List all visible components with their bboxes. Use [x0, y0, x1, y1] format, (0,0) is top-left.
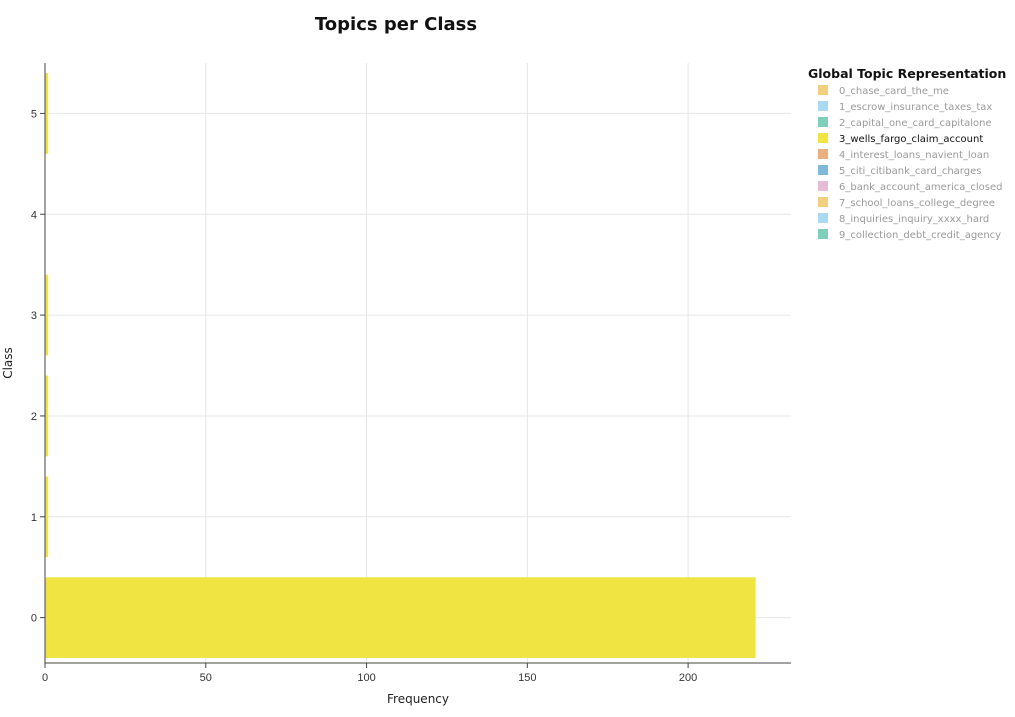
y-tick-labels: 0 1 2 3 4 5: [31, 108, 45, 625]
axes: [44, 63, 791, 664]
y-tick-label: 0: [31, 613, 37, 625]
legend-label: 7_school_loans_college_degree: [839, 198, 995, 209]
x-tick-label: 200: [679, 672, 697, 684]
legend-label: 0_chase_card_the_me: [839, 86, 949, 97]
legend-swatch: [818, 85, 828, 95]
y-axis-title: Class: [1, 347, 15, 379]
legend-label: 9_collection_debt_credit_agency: [839, 230, 1001, 241]
y-tick-label: 5: [31, 108, 37, 120]
bar-class-3[interactable]: [45, 274, 49, 356]
bar-class-0[interactable]: [45, 577, 756, 658]
legend-swatch: [818, 229, 828, 239]
x-tick-label: 50: [200, 672, 212, 684]
legend-swatch: [818, 197, 828, 207]
legend-item[interactable]: 9_collection_debt_credit_agency: [818, 229, 1001, 241]
legend-item[interactable]: 3_wells_fargo_claim_account: [818, 133, 983, 145]
legend-swatch: [818, 165, 828, 175]
x-axis-title: Frequency: [387, 692, 449, 706]
legend-swatch: [818, 213, 828, 223]
y-tick-label: 1: [31, 512, 37, 524]
legend-item[interactable]: 0_chase_card_the_me: [818, 85, 949, 97]
legend-item[interactable]: 6_bank_account_america_closed: [818, 181, 1002, 193]
legend-label: 2_capital_one_card_capitalone: [839, 118, 992, 129]
bar-class-5[interactable]: [45, 73, 49, 154]
grid-lines: [45, 63, 791, 663]
legend-swatch: [818, 181, 828, 191]
legend-swatch: [818, 117, 828, 127]
legend-item[interactable]: 8_inquiries_inquiry_xxxx_hard: [818, 213, 989, 225]
legend-item[interactable]: 7_school_loans_college_degree: [818, 197, 995, 209]
bars: [45, 73, 756, 658]
bar-class-2[interactable]: [45, 375, 49, 457]
legend-label: 1_escrow_insurance_taxes_tax: [839, 102, 992, 113]
legend-swatch: [818, 149, 828, 159]
legend-label: 4_interest_loans_navient_loan: [839, 150, 989, 161]
legend-swatch: [818, 133, 828, 143]
legend-label: 5_citi_citibank_card_charges: [839, 166, 981, 177]
legend-swatch: [818, 101, 828, 111]
bar-class-1[interactable]: [45, 476, 49, 558]
chart-title: Topics per Class: [315, 14, 477, 35]
x-tick-label: 100: [357, 672, 375, 684]
x-tick-labels: 0 50 100 150 200: [42, 663, 697, 684]
legend-title: Global Topic Representation: [808, 66, 1006, 81]
legend-item[interactable]: 5_citi_citibank_card_charges: [818, 165, 981, 177]
legend-label: 3_wells_fargo_claim_account: [839, 134, 983, 145]
y-tick-label: 3: [31, 310, 37, 322]
legend[interactable]: 0_chase_card_the_me 1_escrow_insurance_ta…: [818, 85, 1002, 241]
legend-item[interactable]: 1_escrow_insurance_taxes_tax: [818, 101, 992, 113]
y-tick-label: 4: [31, 209, 37, 221]
legend-item[interactable]: 4_interest_loans_navient_loan: [818, 149, 989, 161]
x-tick-label: 150: [518, 672, 536, 684]
x-tick-label: 0: [42, 672, 48, 684]
legend-label: 6_bank_account_america_closed: [839, 182, 1002, 193]
legend-item[interactable]: 2_capital_one_card_capitalone: [818, 117, 992, 129]
legend-label: 8_inquiries_inquiry_xxxx_hard: [839, 214, 989, 225]
y-tick-label: 2: [31, 411, 37, 423]
